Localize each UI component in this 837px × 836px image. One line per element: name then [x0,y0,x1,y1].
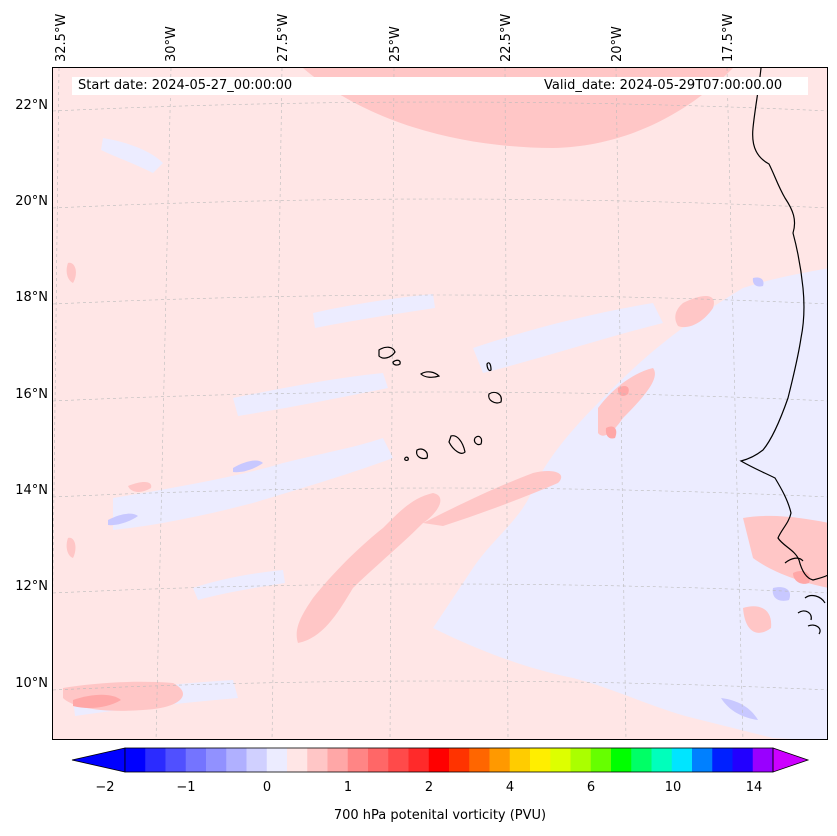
colorbar-cell [368,748,389,772]
lat-label-20n: 20°N [15,194,48,209]
graticule [53,68,827,739]
colorbar-tick-neg1: −1 [176,780,196,795]
colorbar-cell [428,748,450,772]
colorbar-tick-0: 0 [262,780,272,795]
colorbar-cell [590,748,612,772]
lon-label-25w: 25°W [388,26,403,62]
lon-label-30w: 30°W [164,26,179,62]
lat-label-12n: 12°N [15,579,48,594]
colorbar-cell [388,748,409,772]
colorbar-cell [206,748,227,772]
colorbar-cell [651,748,673,772]
colorbar-cell [246,748,268,772]
colorbar-cell [226,748,247,772]
colorbar-extend-low [71,747,126,773]
colorbar-cell [692,748,713,772]
colorbar-cell [266,748,288,772]
lat-label-16n: 16°N [15,387,48,402]
colorbar-cell [530,748,551,772]
map-panel [52,67,828,740]
coastlines [378,68,827,635]
positive-pv-spots [73,386,810,708]
negative-pv-spots [108,277,811,720]
colorbar-cell [671,748,693,772]
santiago-island [448,435,466,454]
start-date-label: Start date: 2024-05-27_00:00:00 [72,77,318,95]
sao-vicente-island [392,359,401,366]
colorbar-cell [327,748,349,772]
lon-label-17-5w: 17.5°W [721,13,736,62]
lon-label-22-5w: 22.5°W [499,13,514,62]
lon-label-32-5w: 32.5°W [54,13,69,62]
colorbar-tick-6: 6 [586,780,596,795]
boa-vista-island [488,391,502,404]
colorbar-cell [712,748,733,772]
colorbar-cell [185,748,207,772]
sao-nicolau-island [420,371,441,378]
brava-island [404,456,409,461]
colorbar-cell [509,748,531,772]
lat-label-18n: 18°N [15,290,48,305]
colorbar-tick-4: 4 [505,780,515,795]
colorbar-cell [570,748,592,772]
colorbar-tick-1: 1 [343,780,353,795]
colorbar-cell [550,748,571,772]
colorbar-cell [611,748,632,772]
colorbar-cell [631,748,652,772]
colorbar-cell [165,748,187,772]
colorbar-cell [125,748,146,772]
colorbar-outline [124,747,774,773]
lat-label-22n: 22°N [15,98,48,113]
colorbar-cell [347,748,369,772]
colorbar-cell [449,748,470,772]
colorbar [71,747,810,773]
lat-label-14n: 14°N [15,483,48,498]
valid-date-label: Valid_date: 2024-05-29T07:00:00.00 [538,77,808,95]
colorbar-cell [307,748,328,772]
colorbar-cell [469,748,490,772]
lon-label-20w: 20°W [610,26,625,62]
colorbar-extend-high [772,747,810,773]
colorbar-cell [489,748,511,772]
sal-island [486,362,492,372]
colorbar-tick-14: 14 [745,780,763,795]
colorbar-cell [287,748,308,772]
colorbar-cells [125,748,774,772]
maio-island [473,435,483,446]
pv-field-map [53,68,827,739]
colorbar-cell [732,748,754,772]
colorbar-cell [752,748,774,772]
colorbar-title: 700 hPa potenital vorticity (PVU) [333,808,547,823]
lon-label-27-5w: 27.5°W [276,13,291,62]
africa-coastline [739,68,827,581]
santo-antao-island [378,346,396,359]
colorbar-cell [408,748,430,772]
info-box-spacer [312,77,538,95]
colorbar-tick-neg2: −2 [95,780,115,795]
lat-label-10n: 10°N [15,676,48,691]
colorbar-tick-10: 10 [664,780,682,795]
colorbar-cell [145,748,166,772]
fogo-island [416,448,428,460]
colorbar-tick-2: 2 [424,780,434,795]
